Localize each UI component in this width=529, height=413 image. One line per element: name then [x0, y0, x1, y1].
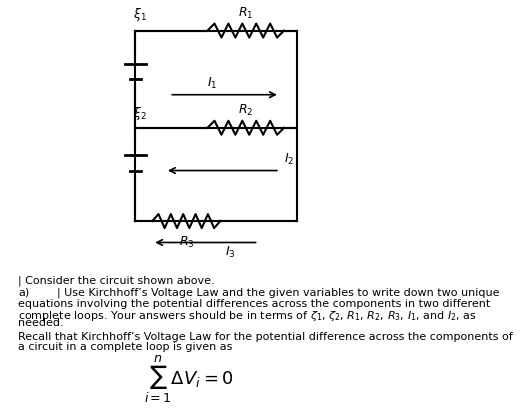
Text: | Use Kirchhoff’s Voltage Law and the given variables to write down two unique: | Use Kirchhoff’s Voltage Law and the gi…: [57, 287, 499, 298]
Text: $I_2$: $I_2$: [284, 152, 294, 167]
Text: $\xi_1$: $\xi_1$: [133, 6, 147, 23]
Text: $R_2$: $R_2$: [238, 103, 253, 118]
Text: complete loops. Your answers should be in terms of $\zeta_1$, $\zeta_2$, $R_1$, : complete loops. Your answers should be i…: [19, 309, 477, 323]
Text: $R_3$: $R_3$: [178, 235, 194, 250]
Text: $\xi_2$: $\xi_2$: [133, 105, 147, 122]
Text: a circuit in a complete loop is given as: a circuit in a complete loop is given as: [19, 342, 233, 351]
Text: $R_1$: $R_1$: [238, 6, 253, 21]
Text: equations involving the potential differences across the components in two diffe: equations involving the potential differ…: [19, 299, 490, 309]
Text: $\sum_{i=1}^{n} \Delta V_i = 0$: $\sum_{i=1}^{n} \Delta V_i = 0$: [143, 353, 233, 405]
Text: a): a): [19, 287, 30, 297]
Text: needed.: needed.: [19, 318, 64, 328]
Text: | Consider the circuit shown above.: | Consider the circuit shown above.: [19, 275, 215, 286]
Text: Recall that Kirchhoff’s Voltage Law for the potential difference across the comp: Recall that Kirchhoff’s Voltage Law for …: [19, 332, 513, 342]
Text: $I_3$: $I_3$: [224, 244, 235, 259]
Text: $I_1$: $I_1$: [207, 76, 217, 91]
